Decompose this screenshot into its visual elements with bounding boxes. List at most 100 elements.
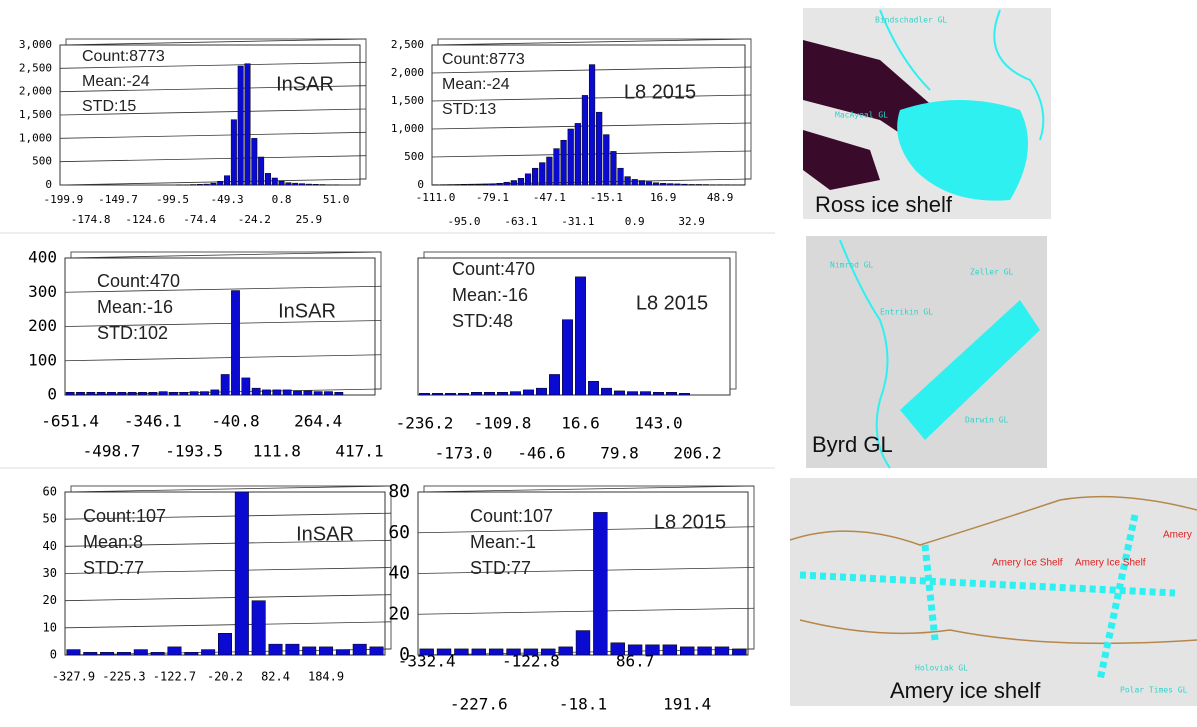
- bar: [218, 633, 231, 655]
- x-tick-label: -79.1: [476, 191, 509, 204]
- bar: [242, 378, 250, 395]
- bar: [445, 393, 455, 395]
- bar: [468, 184, 474, 185]
- bar: [504, 182, 510, 185]
- place-label: Darwin GL: [965, 416, 1009, 425]
- bar: [532, 168, 538, 185]
- bar: [640, 392, 650, 395]
- y-tick-label: 20: [43, 593, 57, 607]
- x-tick-label: -24.2: [238, 213, 271, 226]
- x-tick-label: -122.7: [153, 670, 196, 684]
- x-tick-label: -199.9: [44, 193, 84, 206]
- bar: [168, 647, 181, 655]
- bar: [67, 650, 80, 655]
- x-tick-label: -346.1: [124, 412, 182, 431]
- bar: [568, 129, 574, 185]
- annotation: STD:48: [452, 311, 513, 331]
- bar: [675, 184, 681, 185]
- place-label: Amery Ice Shelf: [992, 558, 1063, 569]
- bar: [679, 393, 689, 395]
- bar: [653, 392, 663, 395]
- chart-title: L8 2015: [636, 292, 708, 314]
- x-tick-label: -47.1: [533, 191, 566, 204]
- map-label: Amery ice shelf: [890, 678, 1041, 703]
- bar: [134, 650, 147, 655]
- x-tick-label: -95.0: [447, 215, 480, 228]
- bar: [561, 140, 567, 185]
- bar: [614, 391, 624, 395]
- bar: [667, 184, 673, 185]
- annotation: STD:102: [97, 323, 168, 343]
- bar: [627, 392, 637, 395]
- bar: [589, 65, 595, 185]
- bar: [549, 374, 559, 395]
- bar: [646, 645, 660, 655]
- bar: [575, 277, 585, 395]
- bar: [218, 181, 223, 185]
- bar: [286, 183, 291, 185]
- chart-title: InSAR: [278, 300, 336, 322]
- x-tick-label: 111.8: [253, 442, 301, 461]
- x-tick-label: -173.0: [435, 444, 493, 463]
- map-amery: Amery Ice Shelf Amery Ice Shelf Amery Ho…: [790, 478, 1197, 706]
- bar: [601, 388, 611, 395]
- x-tick-label: 79.8: [600, 444, 639, 463]
- x-tick-label: -20.2: [207, 670, 243, 684]
- bar: [335, 392, 343, 395]
- bar: [97, 392, 105, 395]
- x-tick-label: 143.0: [634, 414, 682, 433]
- bar: [306, 184, 311, 185]
- x-tick-label: -40.8: [211, 412, 259, 431]
- bar: [554, 149, 560, 185]
- map-label: Byrd GL: [812, 432, 893, 457]
- x-tick-label: 25.9: [296, 213, 323, 226]
- annotation: STD:15: [82, 98, 136, 115]
- x-tick-label: 48.9: [707, 191, 734, 204]
- bar: [252, 138, 257, 185]
- x-tick-label: -498.7: [83, 442, 141, 461]
- annotation: STD:13: [442, 101, 496, 118]
- bar: [510, 392, 520, 395]
- x-tick-label: 0.8: [272, 193, 292, 206]
- bar: [84, 652, 97, 655]
- bar: [593, 512, 607, 655]
- y-tick-label: 0: [45, 178, 52, 191]
- bar: [663, 645, 677, 655]
- place-label: Amery: [1163, 530, 1192, 541]
- place-label: Zeller GL: [970, 268, 1014, 277]
- annotation: Count:470: [97, 271, 180, 291]
- bar: [419, 393, 429, 395]
- bar: [252, 388, 260, 395]
- bar: [314, 392, 322, 395]
- bar: [523, 390, 533, 395]
- x-tick-label: -225.3: [102, 670, 145, 684]
- bar: [689, 184, 695, 185]
- bar: [87, 392, 95, 395]
- map-ross: Bindschadler GL MacAyeal GL Ross ice she…: [803, 8, 1051, 219]
- bar: [221, 374, 229, 395]
- annotation: STD:77: [83, 558, 144, 578]
- bar: [252, 601, 265, 655]
- chart-title: L8 2015: [624, 81, 696, 103]
- annotation: Mean:-16: [452, 285, 528, 305]
- x-tick-label: -31.1: [561, 215, 594, 228]
- bar: [231, 291, 239, 395]
- bar: [76, 392, 84, 395]
- y-tick-label: 500: [32, 155, 52, 168]
- y-tick-label: 1,000: [19, 131, 52, 144]
- x-tick-label: -193.5: [165, 442, 223, 461]
- bar: [190, 392, 198, 395]
- y-tick-label: 20: [388, 603, 410, 624]
- bar: [211, 183, 216, 185]
- y-tick-label: 2,500: [19, 61, 52, 74]
- place-label: Holoviak GL: [915, 664, 968, 673]
- x-tick-label: -99.5: [156, 193, 189, 206]
- y-tick-label: 60: [43, 485, 57, 499]
- y-tick-label: 10: [43, 620, 57, 634]
- bar: [458, 393, 468, 395]
- bar: [632, 179, 638, 185]
- bar: [118, 392, 126, 395]
- bar: [596, 112, 602, 185]
- place-label: Polar Times GL: [1120, 686, 1188, 695]
- x-tick-label: 417.1: [335, 442, 383, 461]
